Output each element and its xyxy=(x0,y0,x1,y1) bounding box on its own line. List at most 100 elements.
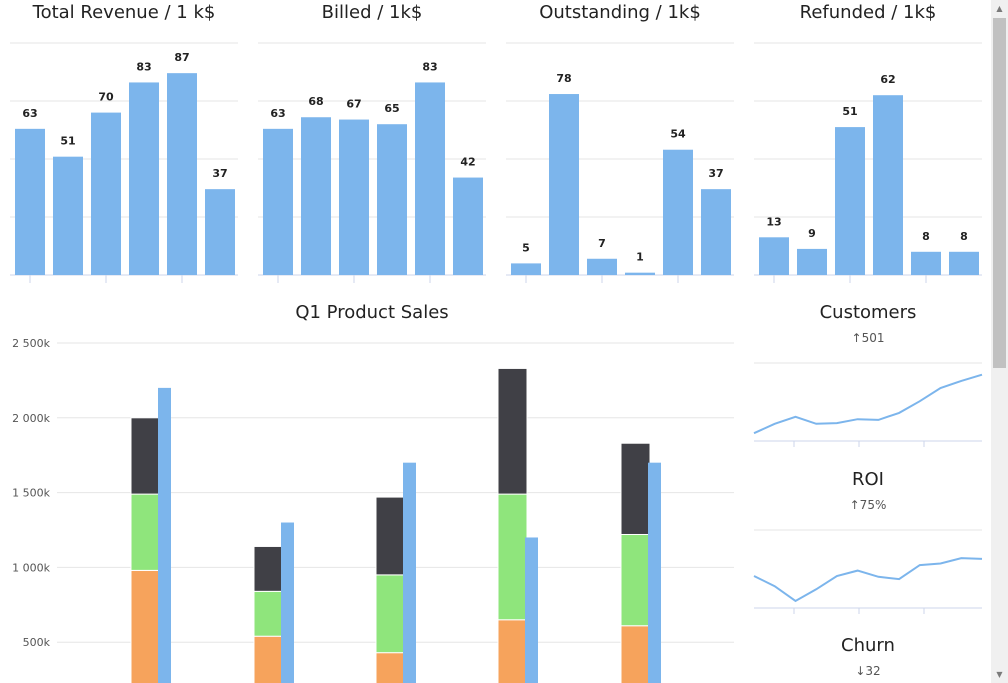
data-label: 8 xyxy=(922,230,930,243)
data-label: 13 xyxy=(766,215,781,228)
bar xyxy=(53,156,83,275)
main-chart-title: Q1 Product Sales xyxy=(295,302,449,323)
data-label: 68 xyxy=(308,95,323,108)
scrollbar-thumb[interactable] xyxy=(993,18,1006,368)
data-label: 1 xyxy=(636,251,644,264)
data-label: 62 xyxy=(880,73,895,86)
bar xyxy=(873,95,903,275)
mini-chart-title: Refunded / 1k$ xyxy=(799,2,937,23)
stack-segment xyxy=(253,545,284,592)
bar xyxy=(167,73,197,275)
bar xyxy=(453,177,483,275)
y-tick-label: 2 000k xyxy=(12,412,50,425)
data-label: 8 xyxy=(960,230,968,243)
data-label: 63 xyxy=(270,107,285,120)
target-bar xyxy=(648,462,661,683)
mini-chart-refunded: Refunded / 1k$ 13 9 51 62 8 8 xyxy=(754,0,982,290)
stack-segment xyxy=(620,625,651,683)
data-label: 87 xyxy=(174,51,189,64)
stack-segment xyxy=(497,493,528,621)
sparkline-path xyxy=(753,557,983,603)
y-tick-label: 2 500k xyxy=(12,337,50,350)
mini-chart-title: Billed / 1k$ xyxy=(321,2,423,23)
side-chart-subtitle: ↑501 xyxy=(851,331,885,345)
vertical-scrollbar[interactable]: ▲ ▼ xyxy=(991,0,1008,683)
data-label: 83 xyxy=(422,60,437,73)
stack-segment xyxy=(497,619,528,683)
bar xyxy=(949,251,979,275)
bar xyxy=(301,117,331,276)
target-bar xyxy=(158,387,171,683)
target-bar xyxy=(403,462,416,683)
stack-segment xyxy=(253,635,284,683)
data-label: 65 xyxy=(384,102,399,115)
data-label: 54 xyxy=(670,128,686,141)
mini-chart-plot: 63 51 70 83 87 37 xyxy=(10,42,238,283)
mini-chart-title: Outstanding / 1k$ xyxy=(539,2,701,23)
bar xyxy=(549,94,579,275)
scroll-up-arrow-icon[interactable]: ▲ xyxy=(996,4,1003,13)
side-chart-subtitle: ↑75% xyxy=(849,498,887,512)
side-chart-subtitle: ↓32 xyxy=(855,664,881,678)
stack-segment xyxy=(130,417,161,495)
data-label: 78 xyxy=(556,72,571,85)
bar xyxy=(587,258,617,275)
target-bar xyxy=(281,522,294,683)
stack-segment xyxy=(253,590,284,637)
bar xyxy=(415,82,445,275)
data-label: 67 xyxy=(346,98,361,111)
mini-chart-total-revenue: Total Revenue / 1 k$ 63 51 70 83 87 37 xyxy=(10,0,238,290)
bar xyxy=(339,119,369,275)
stack-segment xyxy=(375,574,406,654)
data-label: 51 xyxy=(60,135,75,148)
bar xyxy=(797,248,827,275)
mini-chart-outstanding: Outstanding / 1k$ 5 78 7 1 54 37 xyxy=(506,0,734,290)
bar xyxy=(377,124,407,275)
stack-segment xyxy=(620,442,651,535)
side-chart-title: Churn xyxy=(841,635,895,656)
y-tick-label: 1 000k xyxy=(12,561,50,574)
bar xyxy=(263,128,293,275)
stack-segment xyxy=(375,652,406,683)
scroll-down-arrow-icon[interactable]: ▼ xyxy=(996,670,1003,679)
mini-chart-title: Total Revenue / 1 k$ xyxy=(32,2,216,23)
data-label: 37 xyxy=(708,167,723,180)
data-label: 42 xyxy=(460,156,475,169)
stack-segment xyxy=(620,533,651,627)
data-label: 83 xyxy=(136,60,151,73)
bar xyxy=(91,112,121,275)
data-label: 70 xyxy=(98,91,114,104)
bar xyxy=(759,237,789,275)
mini-chart-billed: Billed / 1k$ 63 68 67 65 83 42 xyxy=(258,0,486,290)
data-label: 5 xyxy=(522,241,530,254)
bar xyxy=(15,128,45,275)
stack-segment xyxy=(497,367,528,495)
bar xyxy=(835,127,865,275)
y-tick-label: 500k xyxy=(23,636,51,649)
mini-chart-plot: 63 68 67 65 83 42 xyxy=(258,42,486,283)
mini-chart-plot: 13 9 51 62 8 8 xyxy=(754,42,982,283)
data-label: 9 xyxy=(808,227,816,240)
stack-segment xyxy=(130,493,161,571)
stack-segment xyxy=(375,496,406,576)
stack-segment xyxy=(130,569,161,683)
bar xyxy=(625,272,655,275)
data-label: 51 xyxy=(842,105,857,118)
bar xyxy=(911,251,941,275)
data-label: 7 xyxy=(598,237,606,250)
data-label: 37 xyxy=(212,167,227,180)
bar xyxy=(663,149,693,275)
roi-sparkline xyxy=(753,529,983,614)
sparkline-path xyxy=(753,373,983,435)
main-chart-plot: 500k 1 000k 1 500k 2 000k 2 500k xyxy=(12,337,734,683)
bar xyxy=(511,263,541,275)
bar xyxy=(205,189,235,275)
y-tick-label: 1 500k xyxy=(12,487,50,500)
bar xyxy=(701,189,731,275)
side-chart-title: ROI xyxy=(852,469,884,490)
target-bar xyxy=(525,537,538,683)
bar xyxy=(129,82,159,275)
side-chart-title: Customers xyxy=(819,302,917,323)
customers-sparkline xyxy=(753,362,983,447)
